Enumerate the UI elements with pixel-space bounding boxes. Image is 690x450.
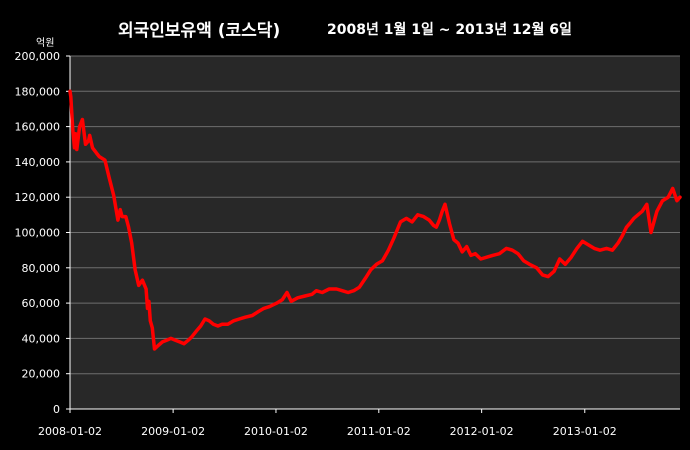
y-tick-label: 40,000 xyxy=(22,332,61,345)
axes xyxy=(69,56,680,410)
y-tick-label: 0 xyxy=(53,403,60,416)
y-tick-label: 20,000 xyxy=(22,368,61,381)
y-tick-label: 140,000 xyxy=(15,156,61,169)
y-tick-label: 200,000 xyxy=(15,50,61,63)
y-tick-label: 80,000 xyxy=(22,262,61,275)
y-tick-label: 60,000 xyxy=(22,297,61,310)
x-tick-label: 2009-01-02 xyxy=(141,425,205,438)
chart-subtitle: 2008년 1월 1일 ~ 2013년 12월 6일 xyxy=(327,22,572,38)
series-line xyxy=(68,89,682,351)
x-tick-labels: 2008-01-02 2009-01-02 2010-01-02 2011-01-02… xyxy=(38,409,617,438)
x-tick-label: 2013-01-02 xyxy=(553,425,617,438)
chart-title: 외국인보유액 (코스닥) xyxy=(118,21,281,41)
y-tick-label: 120,000 xyxy=(15,191,61,204)
y-tick-label: 100,000 xyxy=(15,227,61,240)
gridlines xyxy=(66,55,680,410)
x-tick-label: 2008-01-02 xyxy=(38,425,102,438)
y-axis-unit-label: 억원 xyxy=(36,38,55,49)
y-tick-labels: 0 20,000 40,000 60,000 80,000 100,000 120,000 1… xyxy=(15,50,61,416)
series-layer xyxy=(68,89,682,351)
y-tick-label: 160,000 xyxy=(15,121,61,134)
y-tick-label: 180,000 xyxy=(15,85,61,98)
x-tick-label: 2012-01-02 xyxy=(450,425,514,438)
x-tick-label: 2011-01-02 xyxy=(347,425,411,438)
x-tick-label: 2010-01-02 xyxy=(244,425,308,438)
